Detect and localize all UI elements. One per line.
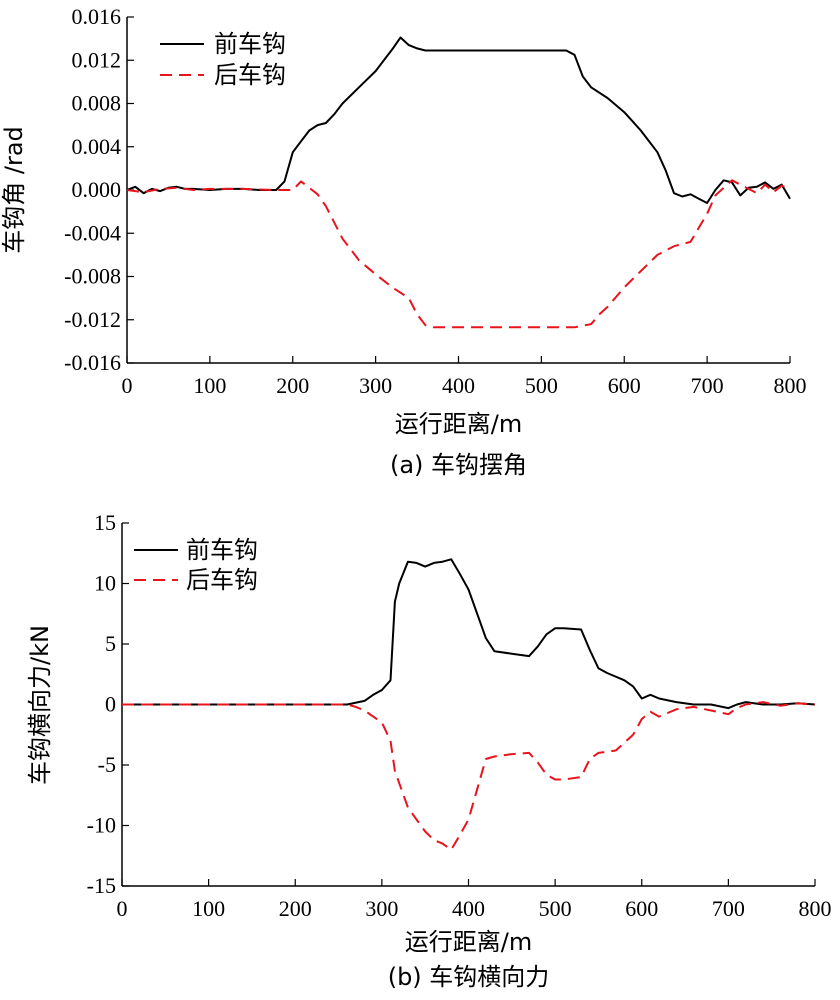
legend-label-rear: 后车钩: [214, 61, 286, 89]
x-tick-label: 800: [799, 896, 832, 921]
x-tick-label: 100: [192, 896, 225, 921]
y-tick-label: 15: [94, 510, 116, 535]
x-tick-label: 600: [625, 896, 658, 921]
y-tick-label: 0.012: [72, 47, 122, 72]
series-line-rear: [122, 701, 816, 851]
legend-label-front: 前车钩: [186, 536, 258, 564]
y-tick-label: 0: [105, 692, 116, 717]
x-tick-label: 700: [712, 896, 745, 921]
x-tick-label: 200: [276, 373, 309, 398]
y-tick-label: 0.004: [72, 134, 122, 159]
series-line-front: [122, 558, 816, 710]
y-tick-label: -0.012: [64, 307, 121, 332]
x-tick-label: 700: [691, 373, 724, 398]
x-tick-label: 0: [117, 896, 128, 921]
y-tick-label: -0.008: [64, 264, 121, 289]
figure-caption: (a) 车钩摆角: [390, 451, 527, 479]
x-tick-label: 400: [442, 373, 475, 398]
x-tick-label: 500: [525, 373, 558, 398]
legend-label-rear: 后车钩: [186, 566, 258, 594]
y-tick-label: 0.016: [72, 4, 122, 29]
y-tick-label: -0.004: [64, 220, 121, 245]
x-tick-label: 500: [539, 896, 572, 921]
y-tick-label: -5: [98, 752, 116, 777]
x-tick-label: 300: [359, 373, 392, 398]
x-tick-label: 800: [774, 373, 807, 398]
x-tick-label: 0: [122, 373, 133, 398]
series-line-front: [126, 36, 791, 204]
y-axis-label: 车钩角 /rad: [0, 126, 28, 254]
y-tick-label: 5: [105, 631, 116, 656]
y-tick-label: 10: [94, 571, 116, 596]
y-tick-label: -10: [87, 813, 116, 838]
y-tick-label: 0.008: [72, 91, 122, 116]
y-tick-label: -0.016: [64, 350, 121, 375]
x-axis-label: 运行距离/m: [395, 410, 522, 438]
figure-caption: (b) 车钩横向力: [388, 963, 550, 991]
x-tick-label: 600: [608, 373, 641, 398]
x-tick-label: 200: [279, 896, 312, 921]
x-tick-label: 100: [193, 373, 226, 398]
y-tick-label: 0.000: [72, 177, 122, 202]
y-tick-label: -15: [87, 873, 116, 898]
series-line-rear: [126, 179, 791, 329]
x-axis-label: 运行距离/m: [405, 928, 532, 956]
y-axis-label: 车钩横向力/kN: [26, 625, 54, 785]
legend-label-front: 前车钩: [214, 30, 286, 58]
x-tick-label: 300: [365, 896, 398, 921]
x-tick-label: 400: [452, 896, 485, 921]
